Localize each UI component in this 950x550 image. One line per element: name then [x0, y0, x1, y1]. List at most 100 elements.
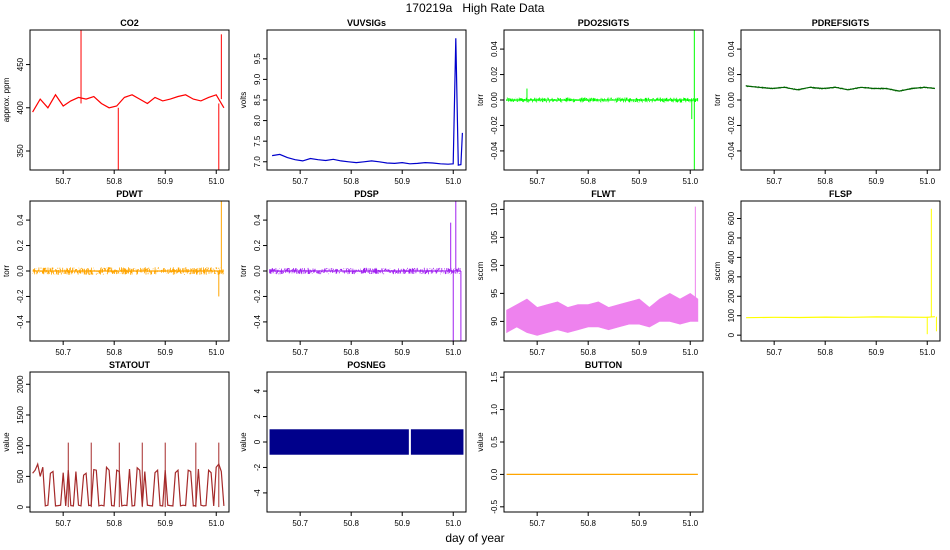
panel-posneg: POSNEG 50.7 50.8 50.9 51.0 -4 -2 0 2 4 value: [239, 360, 467, 528]
y-tick-label: 0.04: [727, 41, 736, 57]
x-tick-label: 50.7: [55, 177, 71, 186]
y-tick-label: 500: [727, 231, 736, 245]
y-tick-label: 0.2: [253, 239, 262, 251]
y-tick-label: 1500: [16, 406, 25, 424]
panel-vuvsigs: VUVSIGs 50.7 50.8 50.9 51.0 7.0 7.5 8.0 8.5 9.0 9.…: [239, 18, 467, 186]
y-tick-label: 0.0: [253, 265, 262, 277]
y-tick-label: 200: [727, 289, 736, 303]
x-tick-label: 50.8: [343, 177, 359, 186]
x-tick-label: 50.9: [631, 348, 647, 357]
plot-frame: [29, 371, 230, 513]
x-tick-label: 51.0: [208, 348, 224, 357]
x-tick-label: 50.7: [766, 348, 782, 357]
plot-frame: [503, 371, 704, 513]
y-tick-label: 0.0: [16, 265, 25, 277]
x-tick-label: 50.9: [868, 177, 884, 186]
x-tick-label: 50.8: [580, 519, 596, 528]
plot-area: [746, 208, 937, 335]
y-tick-label: 450: [16, 57, 25, 71]
series-line: [32, 462, 225, 507]
y-tick-label: 0.5: [490, 436, 499, 448]
panel-pdwt: PDWT 50.7 50.8 50.9 51.0 -0.4 -0.2 0.0 0.2 0.4 tor…: [2, 189, 230, 357]
x-tick-label: 50.7: [766, 177, 782, 186]
series-line: [32, 93, 225, 113]
series-line: [746, 316, 935, 319]
y-tick-label: -0.02: [727, 116, 736, 135]
x-tick-label: 50.7: [292, 519, 308, 528]
x-tick-label: 51.0: [445, 177, 461, 186]
panel-button: BUTTON 50.7 50.8 50.9 51.0 -0.5 0.0 0.5 1.0 1.5 va…: [476, 360, 704, 528]
x-tick-label: 50.7: [529, 177, 545, 186]
x-tick-label: 50.7: [292, 177, 308, 186]
band-mark: [269, 429, 409, 455]
x-tick-label: 50.7: [292, 348, 308, 357]
x-tick-label: 51.0: [919, 348, 935, 357]
y-tick-label: 8.0: [253, 114, 262, 126]
y-tick-label: 4: [253, 388, 262, 393]
panel-co2: CO2 50.7 50.8 50.9 51.0 350 400 450 approx. ppm: [2, 18, 230, 186]
y-tick-label: 0.02: [490, 66, 499, 82]
panel-title: FLWT: [591, 189, 616, 199]
y-tick-label: -0.4: [253, 314, 262, 328]
x-tick-label: 51.0: [208, 177, 224, 186]
y-tick-label: -2: [253, 463, 262, 471]
x-tick-label: 50.9: [631, 519, 647, 528]
plot-area: [506, 206, 699, 336]
y-tick-label: 100: [490, 258, 499, 272]
panel-flwt: FLWT 50.7 50.8 50.9 51.0 90 95 100 105 110 sccm: [476, 189, 704, 357]
y-axis-label: value: [239, 432, 248, 452]
y-tick-label: -0.04: [727, 141, 736, 160]
y-tick-label: 400: [16, 101, 25, 115]
y-tick-label: 110: [490, 202, 499, 215]
y-tick-label: 0.00: [727, 92, 736, 108]
y-tick-label: 300: [727, 270, 736, 284]
x-tick-label: 50.9: [394, 177, 410, 186]
x-tick-label: 50.8: [106, 348, 122, 357]
y-axis-label: value: [476, 432, 485, 452]
y-axis-label: value: [2, 432, 11, 452]
y-tick-label: 2: [253, 414, 262, 419]
x-tick-label: 50.8: [580, 177, 596, 186]
y-tick-label: 0.00: [490, 92, 499, 108]
y-tick-label: 0: [727, 332, 736, 337]
x-tick-label: 50.8: [580, 348, 596, 357]
x-tick-label: 51.0: [682, 348, 698, 357]
x-tick-label: 51.0: [682, 519, 698, 528]
x-tick-label: 51.0: [208, 519, 224, 528]
y-tick-label: 0.04: [490, 41, 499, 57]
plot-frame: [29, 29, 230, 171]
y-tick-label: 8.5: [253, 94, 262, 106]
plot-frame: [503, 200, 704, 342]
x-tick-label: 50.8: [106, 177, 122, 186]
x-tick-label: 50.9: [157, 348, 173, 357]
y-tick-label: 7.0: [253, 156, 262, 168]
y-axis-label: sccm: [476, 261, 485, 280]
y-tick-label: 105: [490, 230, 499, 244]
y-tick-label: 1.0: [490, 403, 499, 415]
series-line: [272, 38, 463, 166]
y-axis-label: torr: [713, 94, 722, 106]
y-tick-label: 0.02: [727, 66, 736, 82]
y-tick-label: -4: [253, 489, 262, 497]
y-tick-label: 0.0: [490, 468, 499, 480]
y-tick-label: 90: [490, 316, 499, 325]
x-tick-label: 50.9: [394, 348, 410, 357]
panel-title: POSNEG: [347, 360, 386, 370]
y-axis-label: torr: [2, 265, 11, 277]
x-tick-label: 51.0: [445, 519, 461, 528]
y-tick-label: 7.5: [253, 135, 262, 147]
y-tick-label: 0: [253, 439, 262, 444]
y-axis-label: volts: [239, 92, 248, 108]
x-tick-label: 50.9: [868, 348, 884, 357]
panel-pdrefsigts: PDREFSIGTS 50.7 50.8 50.9 51.0 -0.04 -0.02 0.00…: [713, 18, 941, 186]
page-title: 170219a High Rate Data: [405, 1, 545, 15]
plot-area: [32, 30, 225, 170]
x-tick-label: 50.9: [631, 177, 647, 186]
x-tick-label: 50.9: [157, 519, 173, 528]
x-tick-label: 50.7: [55, 348, 71, 357]
y-tick-label: 1000: [16, 436, 25, 454]
y-tick-label: 0: [16, 504, 25, 509]
y-tick-label: 95: [490, 288, 499, 297]
y-tick-label: 100: [727, 309, 736, 323]
